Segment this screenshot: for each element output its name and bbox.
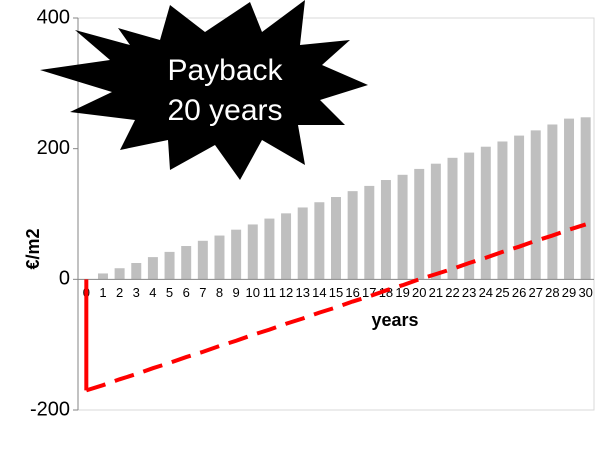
x-tick-label: 13 xyxy=(295,285,309,300)
bar xyxy=(430,163,441,280)
bar xyxy=(281,213,292,280)
x-tick-label: 1 xyxy=(99,285,106,300)
x-tick-label: 4 xyxy=(149,285,156,300)
x-tick-label: 7 xyxy=(199,285,206,300)
annotation: 20 years xyxy=(167,94,282,127)
x-tick-label: 3 xyxy=(133,285,140,300)
bar xyxy=(464,152,475,280)
x-tick-label: 17 xyxy=(362,285,376,300)
bar xyxy=(447,157,458,280)
bar xyxy=(347,191,358,280)
bar xyxy=(214,235,225,280)
x-tick-label: 11 xyxy=(263,285,277,300)
x-tick-label: 21 xyxy=(429,285,443,300)
bar xyxy=(547,124,558,280)
x-tick-label: 25 xyxy=(495,285,509,300)
x-tick-label: 30 xyxy=(578,285,592,300)
x-tick-label: 26 xyxy=(512,285,526,300)
y-tick-label: 0 xyxy=(59,268,70,290)
annotation: Payback xyxy=(167,54,283,87)
x-tick-label: 12 xyxy=(279,285,293,300)
bar xyxy=(564,118,575,280)
y-tick-label: 200 xyxy=(37,137,70,159)
bar xyxy=(97,273,108,280)
bar xyxy=(131,263,142,280)
bar xyxy=(380,180,391,280)
bar xyxy=(314,202,325,280)
y-tick-label: 400 xyxy=(37,6,70,28)
x-tick-label: 20 xyxy=(412,285,426,300)
bar xyxy=(231,229,242,280)
x-tick-label: 15 xyxy=(329,285,343,300)
y-axis-label: €/m2 xyxy=(23,228,43,269)
x-tick-label: 2 xyxy=(116,285,123,300)
x-tick-label: 9 xyxy=(233,285,240,300)
bar xyxy=(397,174,408,280)
x-tick-label: 8 xyxy=(216,285,223,300)
x-tick-label: 22 xyxy=(445,285,459,300)
bar xyxy=(480,146,491,280)
x-tick-label: 28 xyxy=(545,285,559,300)
x-tick-label: 10 xyxy=(246,285,260,300)
x-axis-label: years xyxy=(371,310,418,330)
x-tick-label: 24 xyxy=(479,285,493,300)
bar xyxy=(181,246,192,280)
starburst xyxy=(40,0,368,180)
x-tick-label: 23 xyxy=(462,285,476,300)
bar xyxy=(147,257,158,280)
bar xyxy=(114,268,125,280)
bar xyxy=(530,130,541,280)
bar xyxy=(264,218,275,280)
x-tick-label: 27 xyxy=(529,285,543,300)
x-tick-label: 19 xyxy=(395,285,409,300)
bar xyxy=(331,197,341,280)
bar xyxy=(514,135,525,280)
bar xyxy=(297,207,308,280)
bar xyxy=(580,117,591,280)
bar xyxy=(247,224,258,280)
line-series xyxy=(85,222,587,393)
bar xyxy=(414,168,425,280)
bar xyxy=(497,141,508,280)
x-tick-label: 5 xyxy=(166,285,173,300)
y-tick-label: -200 xyxy=(30,398,70,420)
bar xyxy=(197,240,208,280)
x-tick-label: 29 xyxy=(562,285,576,300)
bar xyxy=(364,185,375,280)
x-tick-label: 6 xyxy=(183,285,190,300)
bar xyxy=(164,251,175,280)
x-tick-label: 14 xyxy=(312,285,326,300)
x-tick-label: 16 xyxy=(345,285,359,300)
